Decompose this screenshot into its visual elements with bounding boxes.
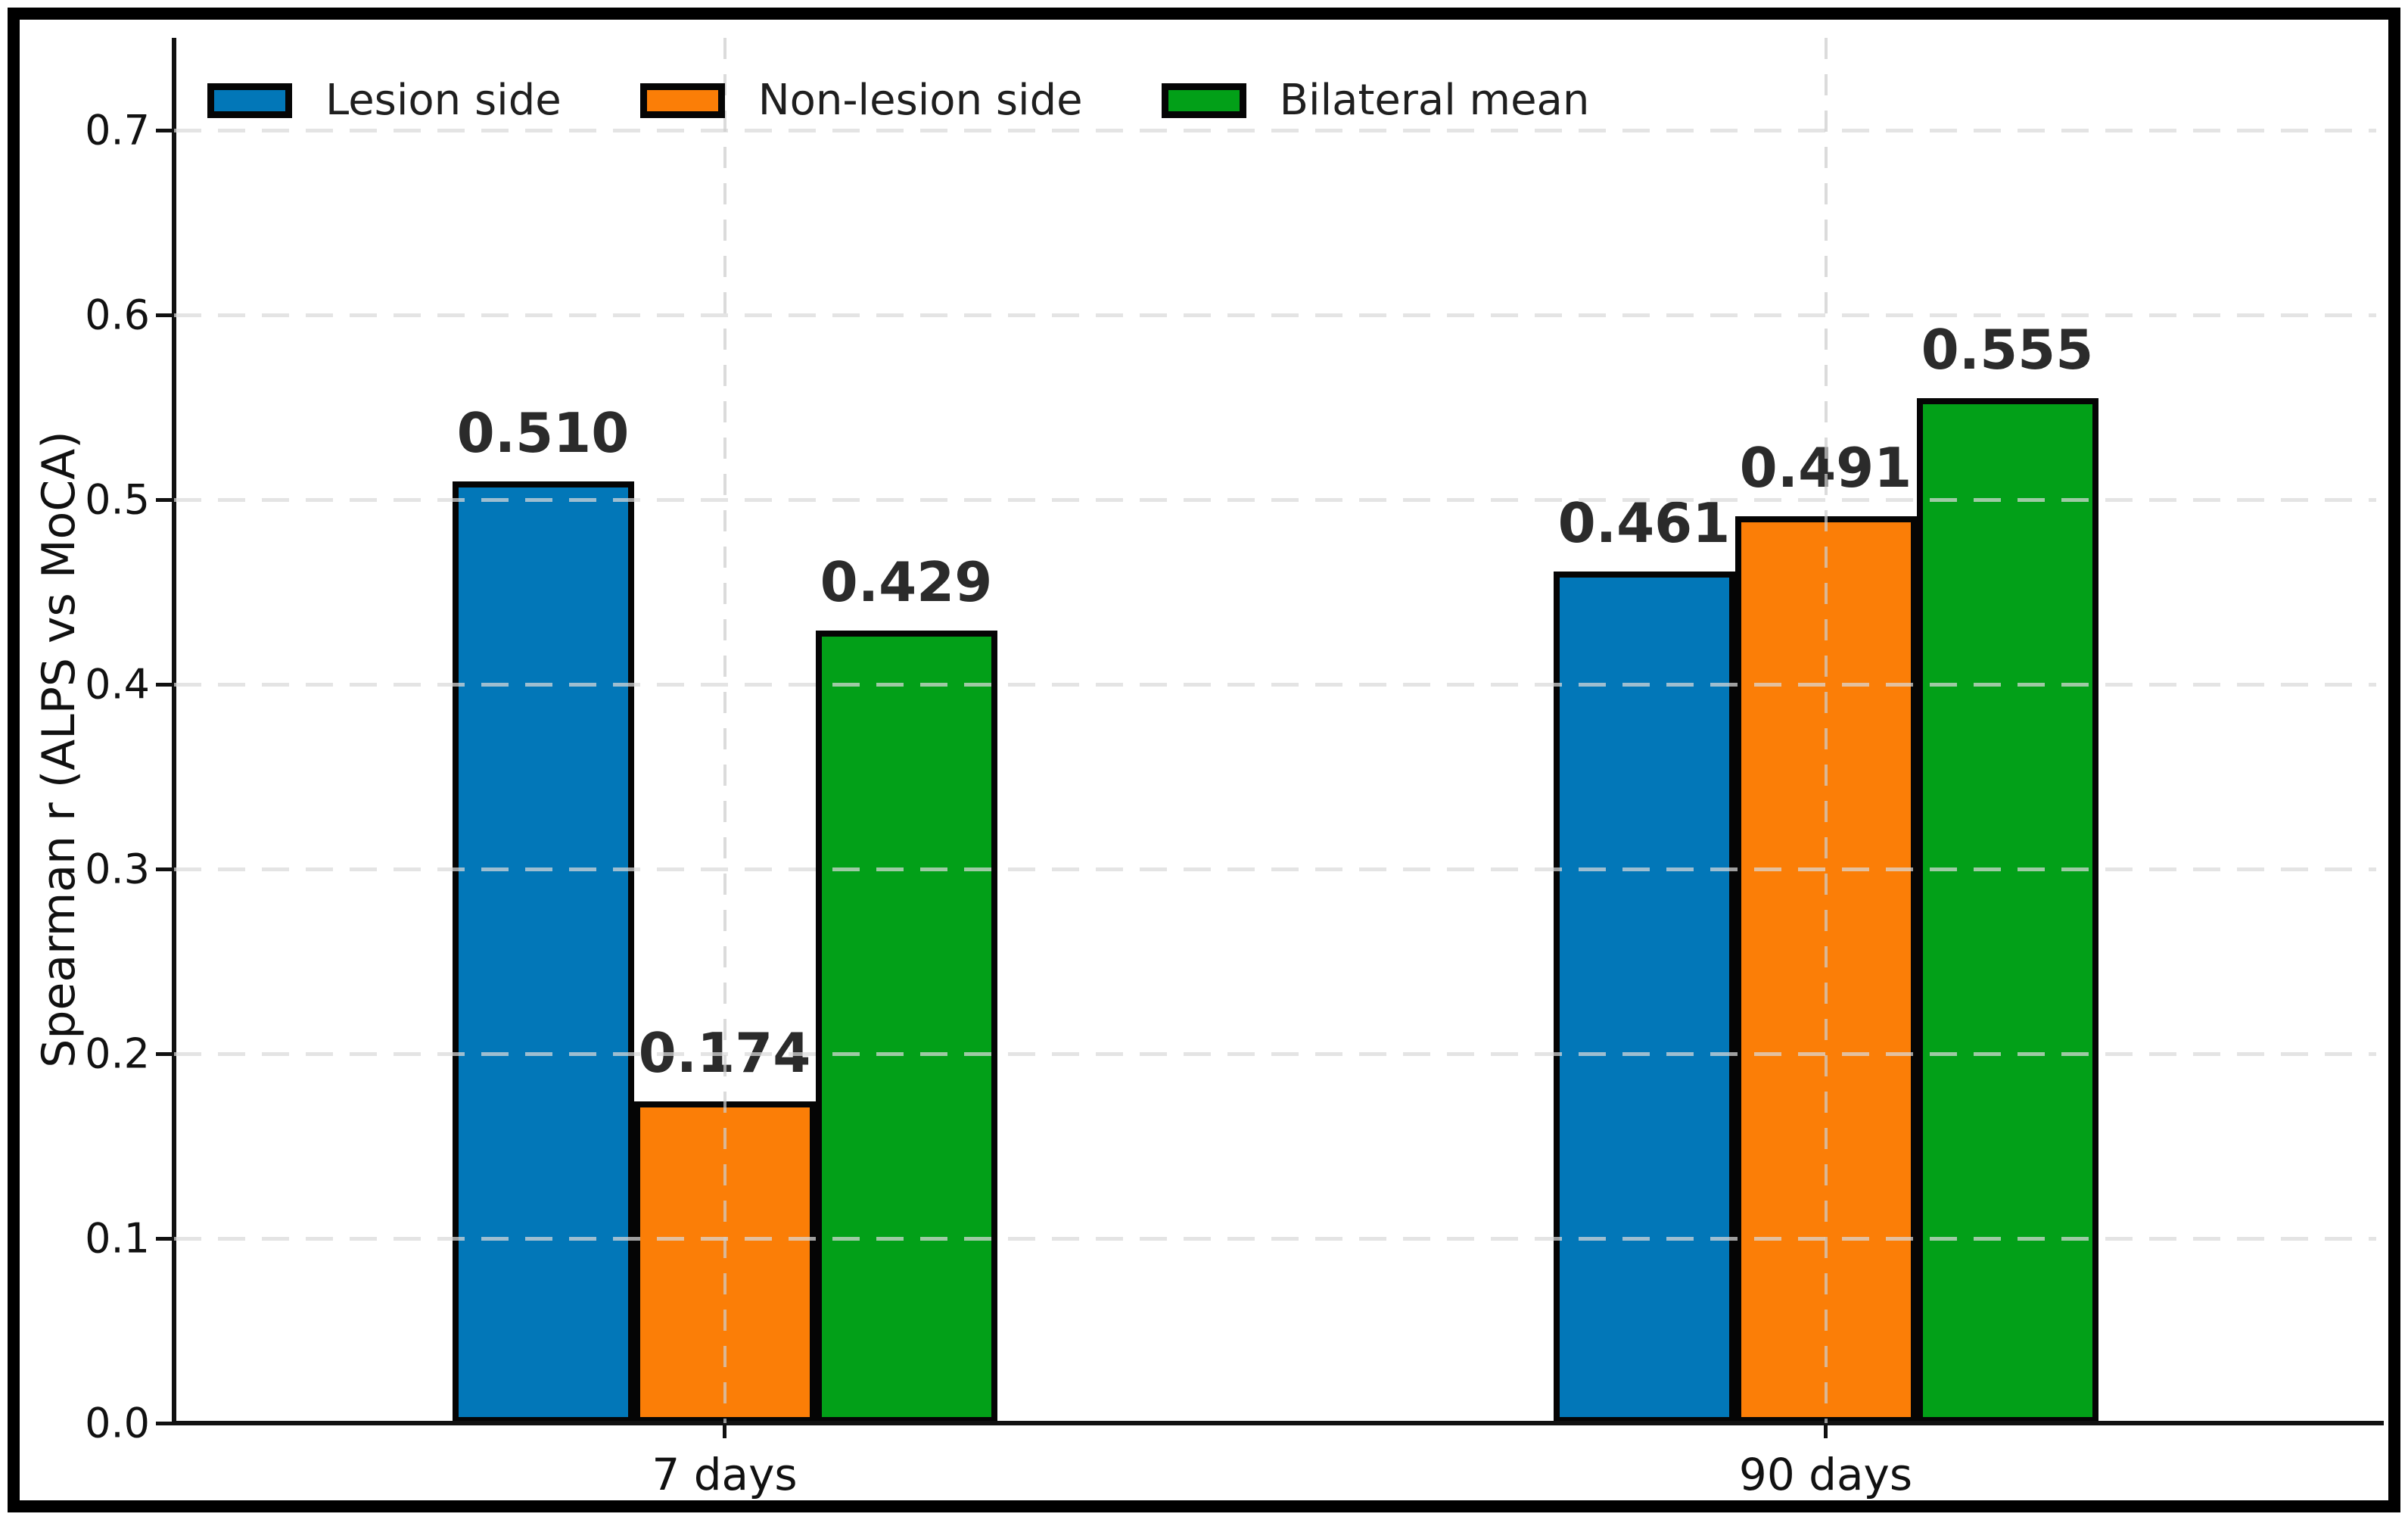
- y-tick-mark: [156, 1421, 174, 1425]
- gridline-horizontal: [174, 497, 2376, 502]
- x-tick-label: 90 days: [1738, 1449, 1913, 1500]
- legend: Lesion side Non-lesion side Bilateral mean: [207, 76, 1589, 125]
- bar-lesion-side: 0.461: [1553, 491, 1735, 1423]
- gridline-vertical: [1824, 38, 1828, 1423]
- gridline-horizontal: [174, 313, 2376, 317]
- y-tick-label: 0.1: [85, 1214, 150, 1263]
- y-tick-mark: [156, 1051, 174, 1056]
- x-tick-label: 7 days: [652, 1449, 798, 1500]
- plot-area: Lesion side Non-lesion side Bilateral mean…: [85, 38, 2384, 1500]
- y-tick-label: 0.0: [85, 1399, 150, 1447]
- y-tick-mark: [156, 128, 174, 132]
- legend-label: Lesion side: [325, 76, 562, 125]
- y-tick-label: 0.4: [85, 660, 150, 709]
- bar-value-label: 0.510: [456, 400, 630, 465]
- gridline-horizontal: [174, 1236, 2376, 1241]
- bar-value-label: 0.429: [820, 550, 993, 615]
- figure-border: [8, 8, 2400, 1512]
- y-tick-mark: [156, 1236, 174, 1241]
- y-tick-mark: [156, 497, 174, 502]
- legend-label: Non-lesion side: [758, 76, 1083, 125]
- legend-swatch-bilateral-mean: [1161, 83, 1246, 118]
- legend-label: Bilateral mean: [1279, 76, 1590, 125]
- legend-entry-bilateral-mean: Bilateral mean: [1161, 76, 1590, 125]
- bar-bilateral-mean: 0.429: [815, 550, 997, 1423]
- bar-bilateral-mean: 0.555: [1916, 318, 2098, 1423]
- gridline-horizontal: [174, 682, 2376, 687]
- legend-entry-lesion-side: Lesion side: [207, 76, 562, 125]
- y-tick-label: 0.6: [85, 291, 150, 339]
- x-axis-line: [172, 1421, 2384, 1425]
- y-tick-label: 0.5: [85, 475, 150, 524]
- gridline-horizontal: [174, 867, 2376, 871]
- gridline-horizontal: [174, 1051, 2376, 1056]
- y-axis-title: Spearman r (ALPS vs MoCA): [33, 431, 86, 1068]
- gridline-horizontal: [174, 128, 2376, 132]
- x-tick-mark: [723, 1423, 726, 1438]
- x-tick-mark: [1824, 1423, 1828, 1438]
- y-tick-mark: [156, 867, 174, 871]
- legend-entry-non-lesion-side: Non-lesion side: [639, 76, 1083, 125]
- y-tick-label: 0.2: [85, 1029, 150, 1078]
- y-tick-label: 0.7: [85, 106, 150, 154]
- y-tick-mark: [156, 313, 174, 317]
- y-axis-line: [172, 38, 176, 1423]
- gridline-vertical: [723, 38, 726, 1423]
- bar-value-label: 0.461: [1557, 491, 1731, 556]
- y-tick-mark: [156, 682, 174, 687]
- y-tick-label: 0.3: [85, 845, 150, 893]
- legend-swatch-lesion-side: [207, 83, 292, 118]
- bar-lesion-side: 0.510: [452, 401, 634, 1423]
- bar-value-label: 0.555: [1921, 317, 2094, 382]
- legend-swatch-non-lesion-side: [639, 83, 725, 118]
